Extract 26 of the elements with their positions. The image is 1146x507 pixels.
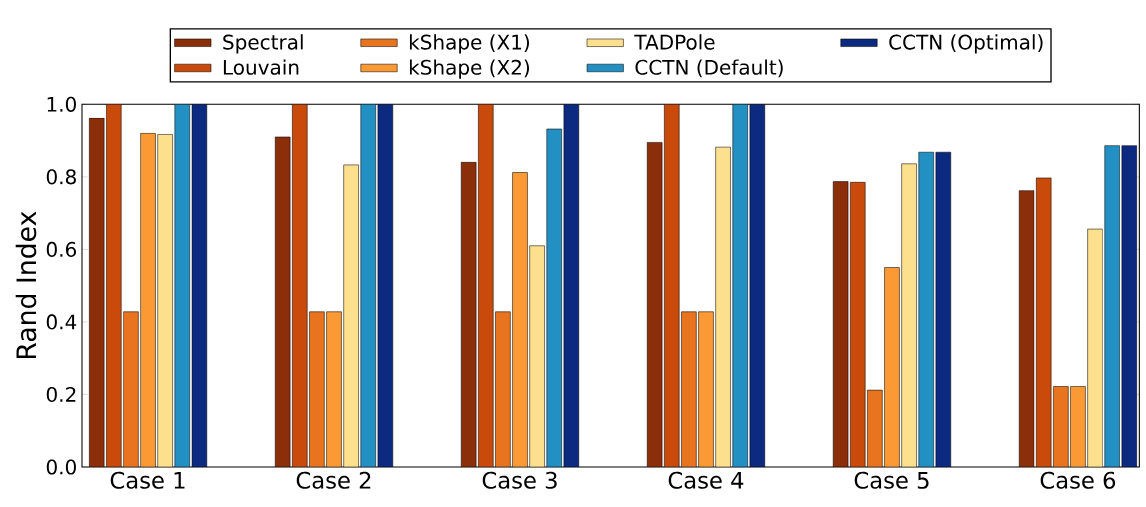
legend-label: kShape (X1) (409, 34, 530, 54)
legend-label: Louvain (223, 59, 299, 75)
x-tick-label: Case 2 (296, 471, 371, 489)
bar (326, 311, 342, 467)
legend-label: CCTN (Default) (635, 59, 783, 78)
x-tick-label: Case 3 (482, 471, 557, 489)
x-tick-label: Case 4 (668, 471, 744, 489)
bar (698, 311, 714, 467)
y-tick-label: 1.0 (47, 96, 76, 112)
y-tick-label: 0.0 (46, 459, 76, 475)
legend-label: Spectral (223, 34, 303, 54)
x-tick-label: Case 1 (110, 471, 185, 489)
legend-label: kShape (X2) (409, 59, 530, 79)
bar (1070, 386, 1086, 467)
x-tick-label: Case 5 (854, 471, 929, 489)
bar (512, 172, 528, 467)
y-tick-label: 0.4 (46, 314, 77, 330)
legend-label: TADPole (634, 34, 715, 50)
legend-label: CCTN (Optimal) (889, 34, 1043, 54)
x-tick-label: Case 6 (1040, 471, 1116, 489)
y-tick-label: 0.8 (46, 169, 76, 185)
y-tick-label: 0.6 (46, 241, 77, 257)
y-tick-label: 0.2 (46, 386, 76, 403)
y-axis-title: Rand Index (15, 211, 37, 359)
bar (140, 133, 156, 467)
bar (884, 267, 900, 467)
